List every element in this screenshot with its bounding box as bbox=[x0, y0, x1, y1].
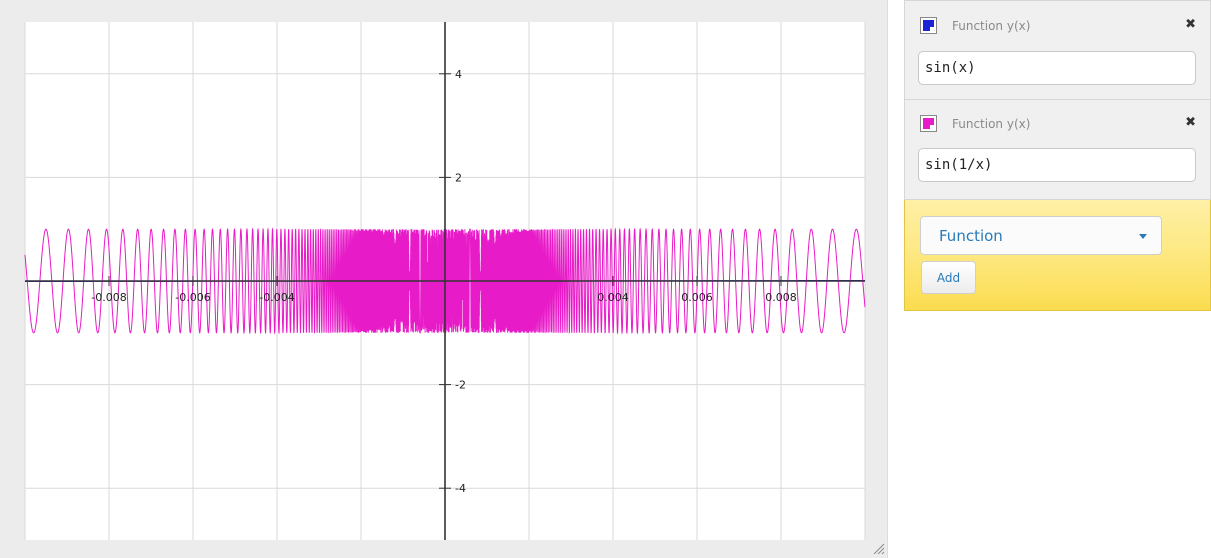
function-expression-input[interactable] bbox=[918, 51, 1196, 85]
y-tick-label: -2 bbox=[455, 379, 466, 392]
function-type-label: Function bbox=[939, 227, 1003, 245]
close-icon[interactable]: ✖ bbox=[1185, 17, 1196, 32]
color-swatch-icon[interactable] bbox=[920, 115, 937, 132]
close-icon[interactable]: ✖ bbox=[1185, 115, 1196, 130]
function-type-select[interactable]: Function bbox=[920, 216, 1162, 255]
x-tick-label: -0.004 bbox=[259, 291, 294, 304]
function-panel: Function y(x) ✖ Function y(x) ✖ Function… bbox=[904, 0, 1211, 311]
function-item-1: Function y(x) ✖ bbox=[904, 0, 1211, 100]
y-tick-label: 2 bbox=[455, 171, 462, 184]
y-tick-label: 4 bbox=[455, 68, 462, 81]
graph-canvas[interactable]: -0.008 -0.006 -0.004 0.004 0.006 0.008 4 2 -2 -4 bbox=[0, 0, 888, 558]
x-tick-label: 0.004 bbox=[597, 291, 629, 304]
function-expression-input[interactable] bbox=[918, 148, 1196, 182]
chevron-down-icon bbox=[1139, 234, 1147, 239]
add-function-panel: Function Add bbox=[904, 200, 1211, 311]
x-tick-label: -0.008 bbox=[91, 291, 126, 304]
y-tick-label: -4 bbox=[455, 482, 466, 495]
function-title: Function y(x) bbox=[952, 19, 1031, 33]
function-item-2: Function y(x) ✖ bbox=[904, 100, 1211, 200]
color-swatch-icon[interactable] bbox=[920, 17, 937, 34]
x-tick-label: 0.006 bbox=[681, 291, 713, 304]
resize-grip-icon[interactable] bbox=[870, 540, 886, 556]
x-tick-label: 0.008 bbox=[765, 291, 797, 304]
axes bbox=[25, 22, 865, 540]
function-title: Function y(x) bbox=[952, 117, 1031, 131]
tick-labels: -0.008 -0.006 -0.004 0.004 0.006 0.008 4 2 -2 -4 bbox=[91, 68, 796, 495]
add-button[interactable]: Add bbox=[921, 261, 976, 294]
x-tick-label: -0.006 bbox=[175, 291, 210, 304]
graph-panel[interactable]: -0.008 -0.006 -0.004 0.004 0.006 0.008 4 2 -2 -4 bbox=[0, 0, 888, 558]
